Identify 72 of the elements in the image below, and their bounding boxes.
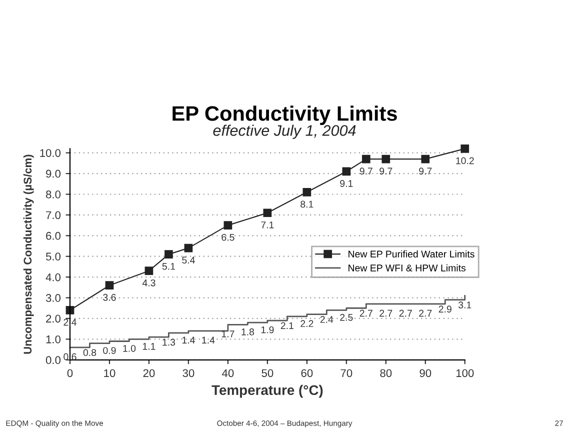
data-label: 1.8 [242, 328, 254, 336]
y-tick-label: 5.0 [46, 252, 61, 260]
data-label: 0.9 [103, 347, 116, 354]
data-label: 3.1 [458, 302, 472, 308]
data-label: 7.1 [261, 222, 274, 228]
x-tick-label: 30 [182, 369, 194, 378]
x-tick-label: 70 [340, 369, 352, 378]
chart-subtitle: effective July 1, 2004 [213, 124, 356, 139]
x-tick-label: 50 [262, 369, 274, 378]
data-label: 2.1 [280, 322, 294, 330]
point [302, 188, 312, 196]
legend-label: New EP Purified Water Limits [348, 250, 474, 258]
data-label: 2.7 [419, 310, 432, 317]
data-label: 8.1 [300, 200, 314, 208]
data-label: 1.9 [261, 326, 274, 334]
data-label: 5.4 [182, 256, 195, 264]
data-label: 0.8 [83, 349, 96, 356]
point [164, 250, 173, 258]
y-tick-label: 9.0 [46, 170, 61, 178]
x-axis-title: Temperature (°C) [212, 384, 323, 398]
x-tick-label: 40 [222, 369, 234, 378]
y-tick-label: 3.0 [46, 294, 61, 302]
data-label: 1.1 [142, 343, 156, 350]
point [184, 244, 193, 252]
data-label: 2.7 [380, 310, 392, 317]
data-label: 10.2 [456, 157, 474, 164]
data-label: 2.7 [399, 310, 412, 317]
data-label: 1.3 [162, 338, 176, 346]
y-tick-label: 7.0 [46, 211, 61, 220]
data-label: 3.6 [103, 294, 116, 301]
data-label: 2.4 [320, 316, 334, 323]
y-tick-label: 6.0 [46, 232, 61, 240]
x-tick-label: 80 [380, 369, 392, 378]
data-label: 9.7 [419, 168, 432, 175]
data-label: 9.7 [380, 168, 392, 175]
x-tick-label: 0 [67, 369, 73, 378]
y-tick-label: 0.0 [46, 356, 61, 364]
y-tick-label: 1.0 [46, 335, 61, 344]
chart-title: EP Conductivity Limits [172, 106, 397, 126]
data-label: 2.2 [300, 320, 314, 327]
x-tick-label: 10 [104, 369, 116, 378]
data-label: 4.3 [142, 279, 156, 286]
point [362, 154, 370, 164]
x-tick-label: 100 [456, 369, 474, 378]
data-label: 1.4 [182, 336, 195, 344]
point [263, 208, 272, 218]
point [144, 266, 154, 276]
data-label: 2.5 [340, 314, 353, 321]
point [382, 154, 390, 164]
data-label: 1.4 [202, 336, 215, 344]
y-tick-label: 2.0 [46, 314, 61, 323]
point [105, 281, 114, 290]
data-label: 9.7 [360, 168, 372, 175]
data-label: 1.0 [123, 344, 136, 352]
x-tick-label: 20 [143, 369, 155, 378]
y-tick-label: 10.0 [40, 149, 61, 157]
data-label: 2.9 [438, 306, 452, 313]
data-label: 2.7 [360, 310, 372, 317]
point [342, 167, 351, 176]
point [224, 221, 232, 230]
point [421, 154, 430, 164]
data-label: 6.5 [222, 234, 234, 241]
y-axis-title: Uncompensated Conductivity (µS/cm) [23, 154, 34, 354]
x-tick-label: 60 [301, 369, 313, 378]
data-label: 1.7 [222, 330, 234, 338]
data-label: 5.1 [162, 262, 175, 270]
legend-label: New EP WFI & HPW Limits [348, 264, 466, 272]
point [460, 144, 470, 153]
x-tick-label: 90 [420, 369, 432, 378]
y-tick-label: 8.0 [46, 190, 61, 198]
y-tick-label: 4.0 [46, 273, 61, 282]
data-label: 9.1 [340, 180, 353, 187]
